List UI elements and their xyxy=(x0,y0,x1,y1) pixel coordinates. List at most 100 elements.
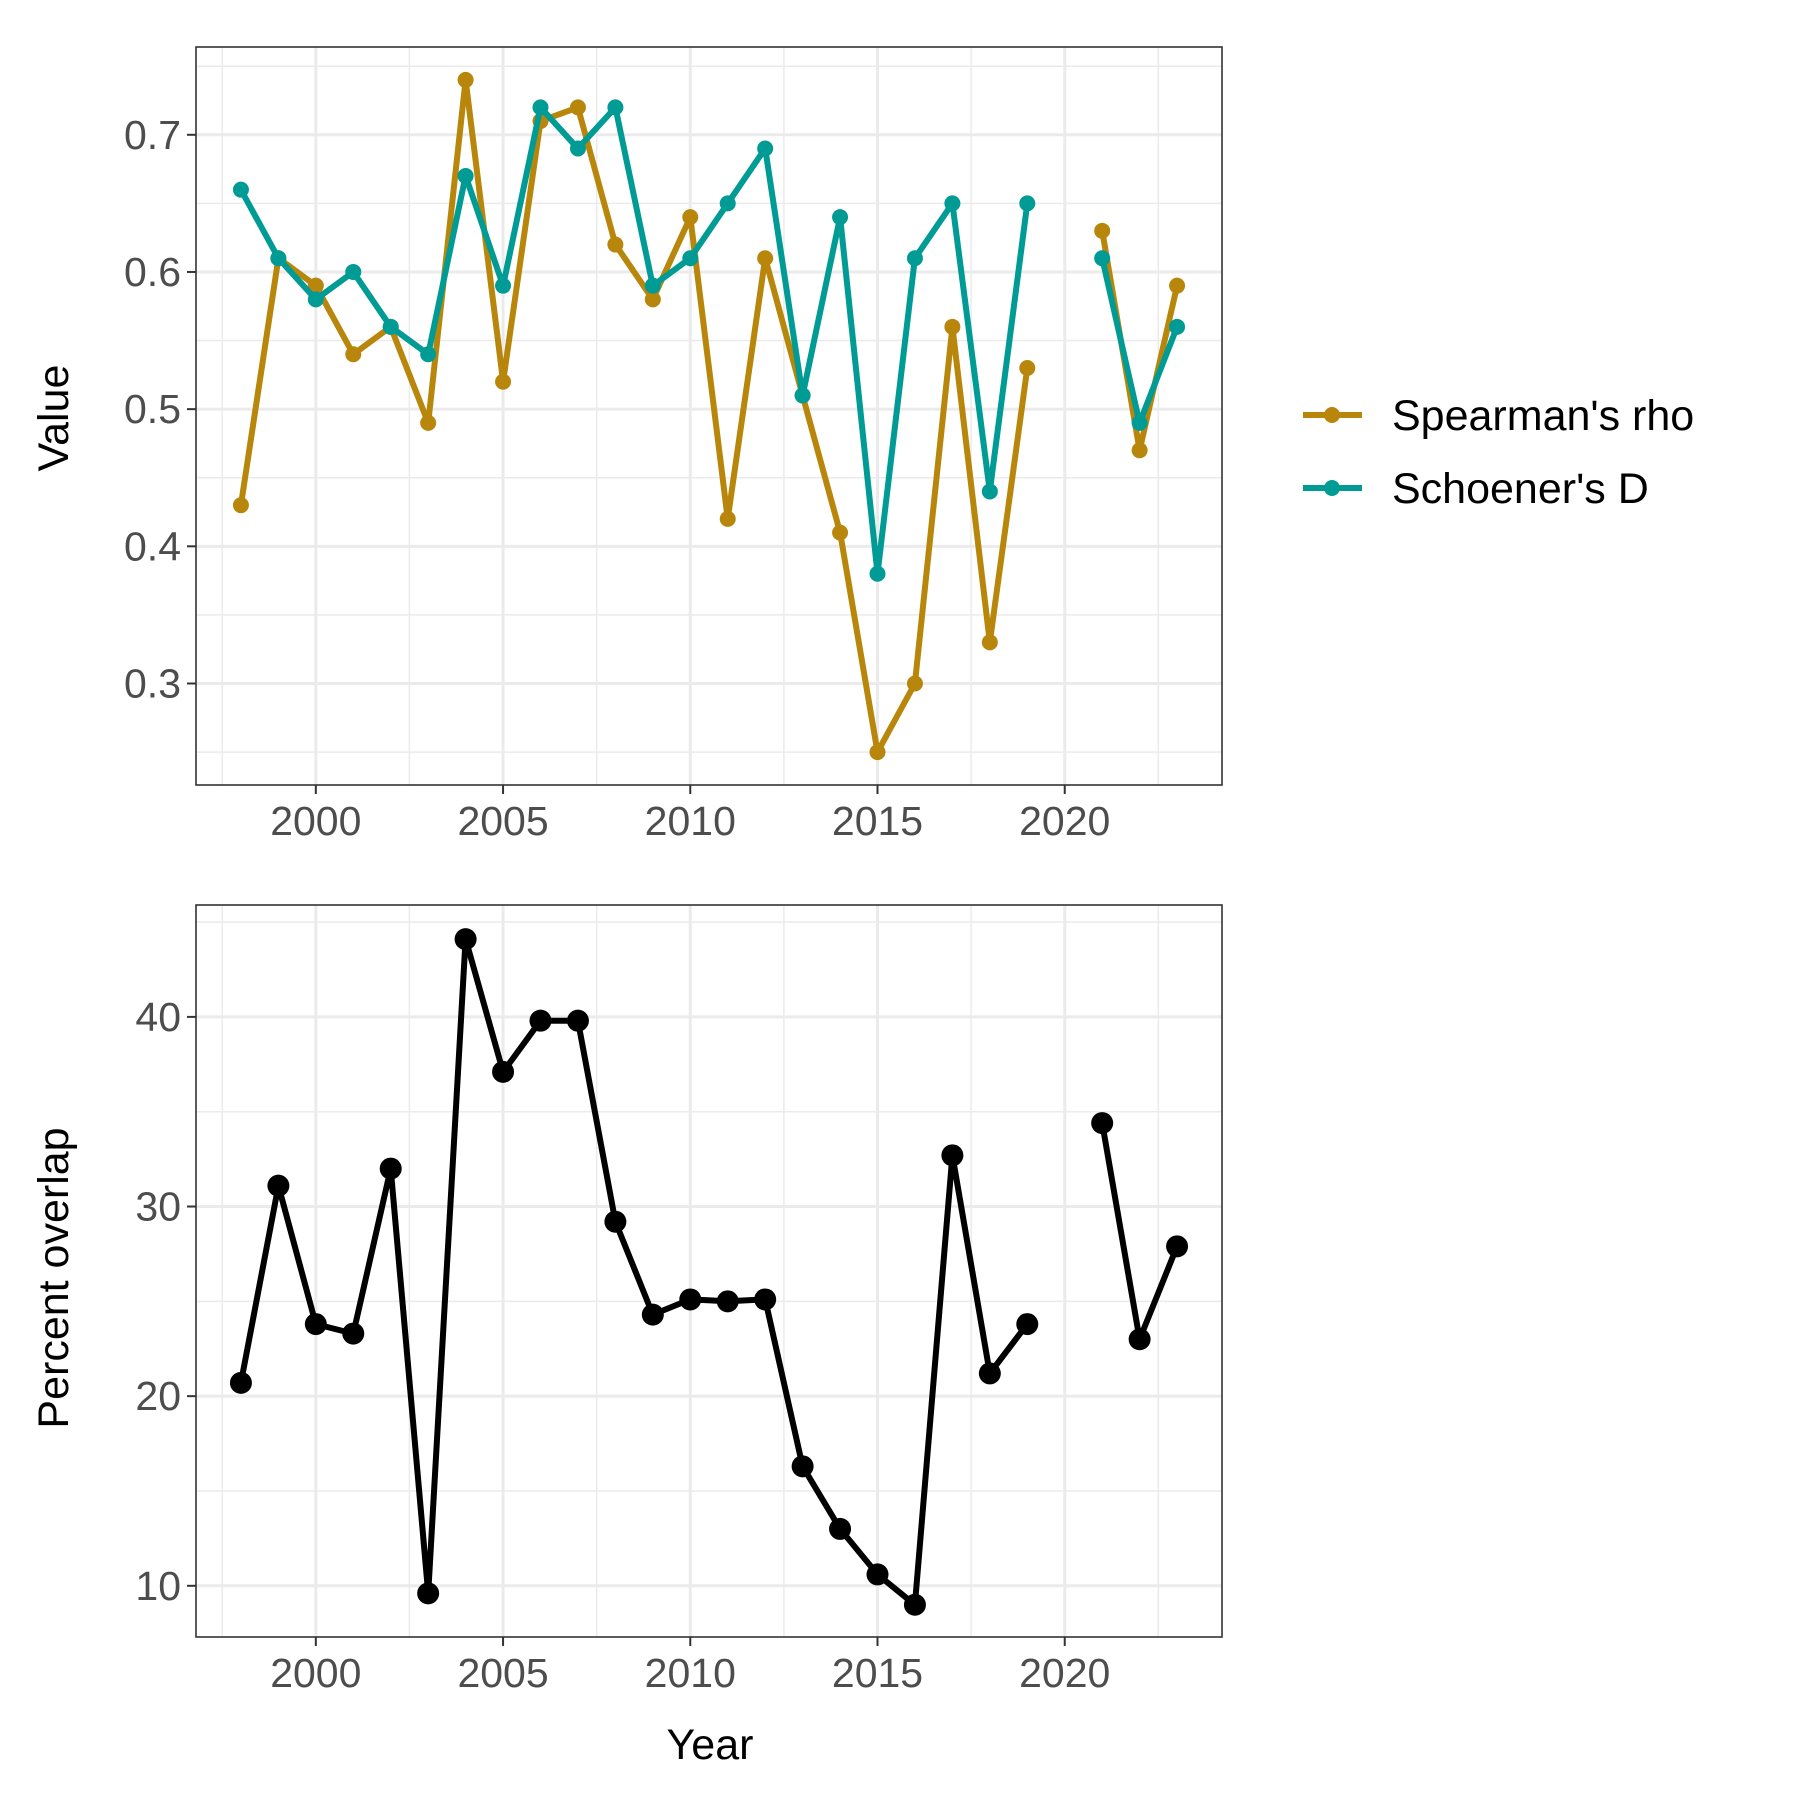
top-point-spearman-s-rho-2009 xyxy=(644,291,661,308)
top-point-spearman-s-rho-2000 xyxy=(307,277,324,294)
top-point-spearman-s-rho-2001 xyxy=(345,346,362,363)
bottom-point-series-0-1998 xyxy=(229,1371,252,1394)
top-point-schoener-s-d-2018 xyxy=(981,483,998,500)
top-x-tick-label: 2020 xyxy=(1019,798,1110,844)
bottom-point-series-0-2015 xyxy=(866,1563,889,1586)
top-point-spearman-s-rho-2016 xyxy=(906,675,923,692)
top-panel-border xyxy=(195,46,1223,786)
bottom-point-series-0-2003 xyxy=(417,1582,440,1605)
top-x-tick-label: 2010 xyxy=(645,798,736,844)
bottom-x-tick-label: 2000 xyxy=(270,1650,361,1696)
top-point-spearman-s-rho-2011 xyxy=(719,510,736,527)
top-point-schoener-s-d-2001 xyxy=(345,263,362,280)
bottom-point-series-0-2007 xyxy=(566,1009,589,1032)
top-point-schoener-s-d-2012 xyxy=(757,140,774,157)
top-point-schoener-s-d-2019 xyxy=(1019,195,1036,212)
top-point-spearman-s-rho-2015 xyxy=(869,744,886,761)
bottom-point-series-0-2005 xyxy=(492,1060,515,1083)
top-point-schoener-s-d-2006 xyxy=(532,99,549,116)
top-point-spearman-s-rho-2022 xyxy=(1131,442,1148,459)
bottom-point-series-0-2017 xyxy=(941,1144,964,1167)
top-point-spearman-s-rho-2010 xyxy=(682,209,699,226)
top-x-tick-label: 2000 xyxy=(270,798,361,844)
bottom-point-series-0-2009 xyxy=(641,1303,664,1326)
top-point-schoener-s-d-2008 xyxy=(607,99,624,116)
bottom-x-axis-title: Year xyxy=(667,1721,754,1769)
top-point-schoener-s-d-2014 xyxy=(832,209,849,226)
top-point-spearman-s-rho-2017 xyxy=(944,318,961,335)
top-y-tick-label: 0.4 xyxy=(124,523,181,569)
bottom-point-series-0-2018 xyxy=(978,1362,1001,1385)
bottom-point-series-0-2000 xyxy=(304,1313,327,1336)
top-point-spearman-s-rho-2004 xyxy=(457,71,474,88)
bottom-x-tick-label: 2005 xyxy=(457,1650,548,1696)
bottom-point-series-0-2019 xyxy=(1016,1313,1039,1336)
top-point-spearman-s-rho-2012 xyxy=(757,250,774,267)
legend-label-spearmans-rho: Spearman's rho xyxy=(1392,392,1694,440)
bottom-plot-background xyxy=(196,905,1222,1637)
bottom-x-tick-label: 2010 xyxy=(645,1650,736,1696)
top-point-schoener-s-d-2002 xyxy=(382,318,399,335)
top-point-schoener-s-d-2011 xyxy=(719,195,736,212)
bottom-point-series-0-2012 xyxy=(754,1288,777,1311)
top-point-schoener-s-d-2013 xyxy=(794,387,811,404)
top-point-spearman-s-rho-2023 xyxy=(1169,277,1186,294)
bottom-point-series-0-2014 xyxy=(829,1517,852,1540)
top-point-schoener-s-d-2005 xyxy=(495,277,512,294)
top-y-tick-label: 0.3 xyxy=(124,660,181,706)
bottom-point-series-0-2008 xyxy=(604,1210,627,1233)
top-point-spearman-s-rho-2021 xyxy=(1094,222,1111,239)
top-y-tick-label: 0.7 xyxy=(124,112,181,158)
bottom-y-axis-title: Percent overlap xyxy=(30,1127,78,1428)
bottom-point-series-0-2023 xyxy=(1166,1235,1189,1258)
bottom-x-tick-label: 2015 xyxy=(832,1650,923,1696)
top-x-tick-label: 2005 xyxy=(457,798,548,844)
top-point-schoener-s-d-2004 xyxy=(457,167,474,184)
bottom-point-series-0-2022 xyxy=(1128,1328,1151,1351)
top-point-schoener-s-d-2016 xyxy=(906,250,923,267)
legend-key-point-schoeners-d xyxy=(1324,480,1340,496)
top-point-spearman-s-rho-2019 xyxy=(1019,359,1036,376)
top-plot-background xyxy=(196,47,1222,785)
top-y-axis-title: Value xyxy=(30,365,78,472)
top-panel: Value 2000 2005 2010 2015 2020 0.3 0.4 0.5 0.6 0.… xyxy=(30,46,1223,844)
legend-label-schoeners-d: Schoener's D xyxy=(1392,465,1649,513)
top-point-schoener-s-d-2007 xyxy=(569,140,586,157)
bottom-y-tick-label: 40 xyxy=(135,994,181,1040)
bottom-point-series-0-2016 xyxy=(903,1593,926,1616)
bottom-point-series-0-2006 xyxy=(529,1009,552,1032)
top-point-spearman-s-rho-2014 xyxy=(832,524,849,541)
top-point-schoener-s-d-2015 xyxy=(869,565,886,582)
bottom-panel: Percent overlap Year 2000 2005 2010 2015 202… xyxy=(30,904,1223,1769)
top-point-spearman-s-rho-1998 xyxy=(232,497,249,514)
top-point-schoener-s-d-2000 xyxy=(307,291,324,308)
top-point-schoener-s-d-2010 xyxy=(682,250,699,267)
bottom-point-series-0-2004 xyxy=(454,928,477,951)
top-y-tick-label: 0.6 xyxy=(124,249,181,295)
legend-item-spearmans-rho: Spearman's rho xyxy=(1303,392,1694,440)
top-series-line-schoener-s-d xyxy=(238,104,1031,577)
top-point-spearman-s-rho-2005 xyxy=(495,373,512,390)
top-point-spearman-s-rho-2018 xyxy=(981,634,998,651)
top-y-tick-label: 0.5 xyxy=(124,386,181,432)
bottom-point-series-0-2021 xyxy=(1091,1112,1114,1135)
top-point-schoener-s-d-2023 xyxy=(1169,318,1186,335)
top-point-spearman-s-rho-2008 xyxy=(607,236,624,253)
top-point-schoener-s-d-2022 xyxy=(1131,414,1148,431)
bottom-panel-border xyxy=(195,904,1223,1638)
top-point-spearman-s-rho-2003 xyxy=(420,414,437,431)
bottom-point-series-0-2013 xyxy=(791,1455,814,1478)
top-point-spearman-s-rho-2007 xyxy=(569,99,586,116)
bottom-y-tick-label: 20 xyxy=(135,1373,181,1419)
legend-key-point-spearmans-rho xyxy=(1324,407,1340,423)
bottom-y-tick-label: 10 xyxy=(135,1563,181,1609)
bottom-point-series-0-1999 xyxy=(267,1174,290,1197)
bottom-point-series-0-2011 xyxy=(716,1290,739,1313)
top-series-line-spearman-s-rho xyxy=(237,76,1031,756)
bottom-x-tick-label: 2020 xyxy=(1019,1650,1110,1696)
top-point-schoener-s-d-1998 xyxy=(232,181,249,198)
legend-item-schoeners-d: Schoener's D xyxy=(1303,465,1649,513)
legend: Spearman's rho Schoener's D xyxy=(1303,392,1694,513)
top-point-schoener-s-d-2017 xyxy=(944,195,961,212)
